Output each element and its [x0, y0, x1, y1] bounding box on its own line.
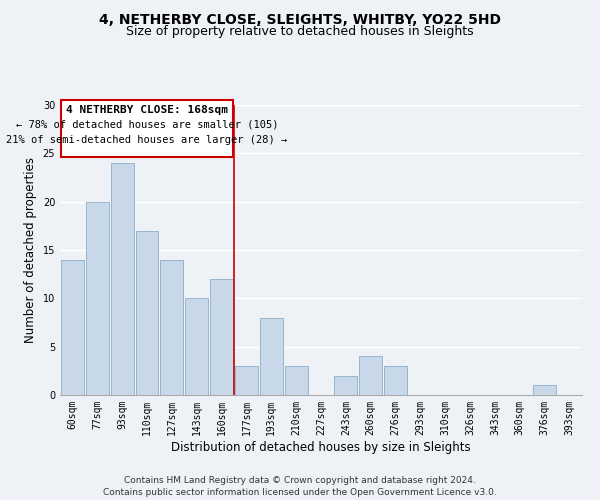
Text: 4, NETHERBY CLOSE, SLEIGHTS, WHITBY, YO22 5HD: 4, NETHERBY CLOSE, SLEIGHTS, WHITBY, YO2…: [99, 12, 501, 26]
Bar: [384, 366, 407, 395]
Bar: [136, 230, 158, 395]
Bar: [285, 366, 308, 395]
Bar: [260, 318, 283, 395]
X-axis label: Distribution of detached houses by size in Sleights: Distribution of detached houses by size …: [171, 440, 471, 454]
Bar: [210, 279, 233, 395]
Bar: [359, 356, 382, 395]
Bar: [334, 376, 357, 395]
Bar: [185, 298, 208, 395]
Bar: [235, 366, 258, 395]
Bar: [86, 202, 109, 395]
Text: ← 78% of detached houses are smaller (105): ← 78% of detached houses are smaller (10…: [16, 120, 278, 130]
Text: Contains public sector information licensed under the Open Government Licence v3: Contains public sector information licen…: [103, 488, 497, 497]
FancyBboxPatch shape: [61, 100, 233, 157]
Text: Contains HM Land Registry data © Crown copyright and database right 2024.: Contains HM Land Registry data © Crown c…: [124, 476, 476, 485]
Text: 4 NETHERBY CLOSE: 168sqm: 4 NETHERBY CLOSE: 168sqm: [66, 105, 228, 115]
Bar: [111, 163, 134, 395]
Y-axis label: Number of detached properties: Number of detached properties: [24, 157, 37, 343]
Bar: [61, 260, 84, 395]
Bar: [533, 386, 556, 395]
Bar: [160, 260, 183, 395]
Text: 21% of semi-detached houses are larger (28) →: 21% of semi-detached houses are larger (…: [7, 135, 287, 145]
Text: Size of property relative to detached houses in Sleights: Size of property relative to detached ho…: [126, 25, 474, 38]
